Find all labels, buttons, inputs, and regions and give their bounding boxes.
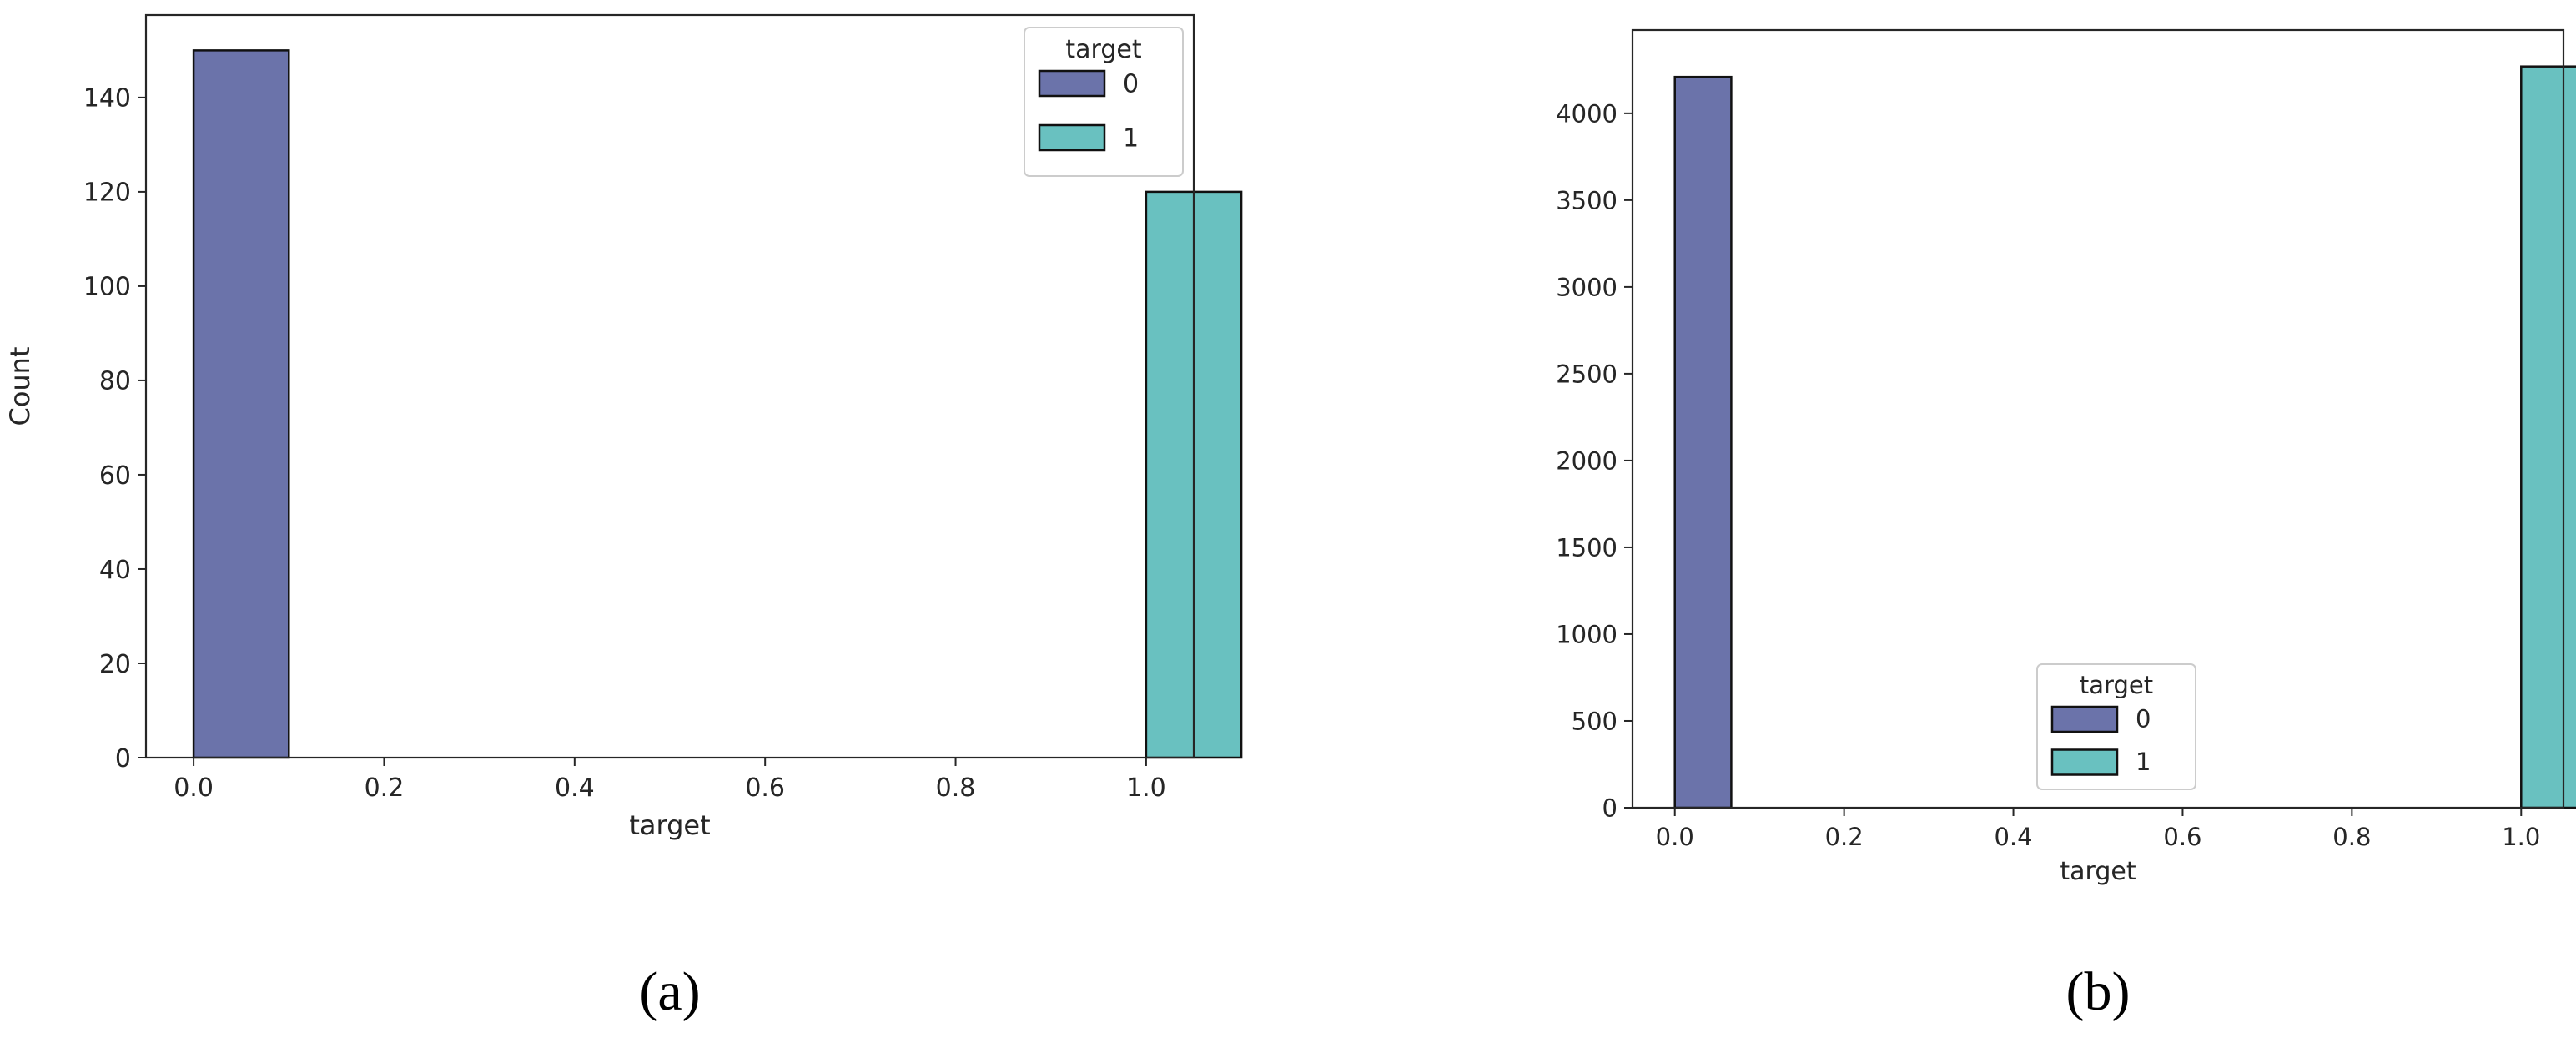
x-tick-label: 0.0 xyxy=(1656,823,1694,851)
x-axis-title: target xyxy=(629,809,710,841)
x-tick-label: 0.6 xyxy=(745,773,785,803)
y-tick-label: 0 xyxy=(1602,794,1618,822)
y-tick-label: 3000 xyxy=(1556,273,1618,301)
x-axis-title: target xyxy=(2060,857,2136,886)
panel-label: (a) xyxy=(639,961,700,1022)
bar-0 xyxy=(1673,75,1733,809)
plot-frame xyxy=(144,13,1195,759)
legend-entry-label: 1 xyxy=(1123,124,1139,154)
x-tick-label: 0.2 xyxy=(1825,823,1864,851)
legend-swatch-1 xyxy=(1038,123,1106,152)
legend-entry-label: 1 xyxy=(2136,748,2151,776)
y-tick-label: 3500 xyxy=(1556,186,1618,214)
y-tick-label: 20 xyxy=(99,650,131,679)
x-tick-label: 0.6 xyxy=(2163,823,2201,851)
legend-swatch-0 xyxy=(2050,705,2119,733)
x-tick-label: 0.8 xyxy=(2332,823,2371,851)
legend-title: target xyxy=(2080,671,2153,699)
panel-label: (b) xyxy=(2066,961,2131,1022)
y-tick-label: 4000 xyxy=(1556,99,1618,128)
y-tick-label: 80 xyxy=(99,367,131,396)
y-tick-label: 1500 xyxy=(1556,533,1618,562)
y-tick-label: 60 xyxy=(99,461,131,491)
y-tick-label: 40 xyxy=(99,556,131,585)
y-tick-label: 140 xyxy=(83,84,131,113)
x-tick-label: 0.8 xyxy=(936,773,976,803)
y-tick-label: 2500 xyxy=(1556,360,1618,388)
legend-entry-label: 0 xyxy=(1123,70,1139,99)
chart-panel-a: 0.0 0.2 0.4 0.6 0.8 1.0 0 20 40 60 80 100 120 140 targ… xyxy=(4,13,1243,1022)
bar-0 xyxy=(192,49,290,759)
y-axis-title: Count xyxy=(4,346,36,426)
y-tick-label: 100 xyxy=(83,273,131,302)
x-tick-label: 0.4 xyxy=(1994,823,2032,851)
x-tick-label: 1.0 xyxy=(1126,773,1166,803)
legend-swatch-0 xyxy=(1038,69,1106,98)
bar-1 xyxy=(2520,65,2576,809)
y-tick-label: 2000 xyxy=(1556,446,1618,475)
x-tick-label: 0.0 xyxy=(174,773,214,803)
y-tick-label: 1000 xyxy=(1556,620,1618,648)
y-tick-label: 120 xyxy=(83,179,131,208)
legend-title: target xyxy=(1065,35,1141,64)
legend-swatch-1 xyxy=(2050,748,2119,776)
y-tick-label: 500 xyxy=(1572,707,1618,735)
plot-frame xyxy=(1631,28,2565,809)
x-tick-label: 0.4 xyxy=(555,773,595,803)
chart-panel-b: 0.0 0.2 0.4 0.6 0.8 1.0 0 500 1000 1500 2000 2500 30… xyxy=(1556,28,2576,1022)
y-tick-label: 0 xyxy=(115,744,131,773)
legend-entry-label: 0 xyxy=(2136,705,2151,733)
x-tick-label: 1.0 xyxy=(2502,823,2540,851)
x-tick-label: 0.2 xyxy=(365,773,405,803)
